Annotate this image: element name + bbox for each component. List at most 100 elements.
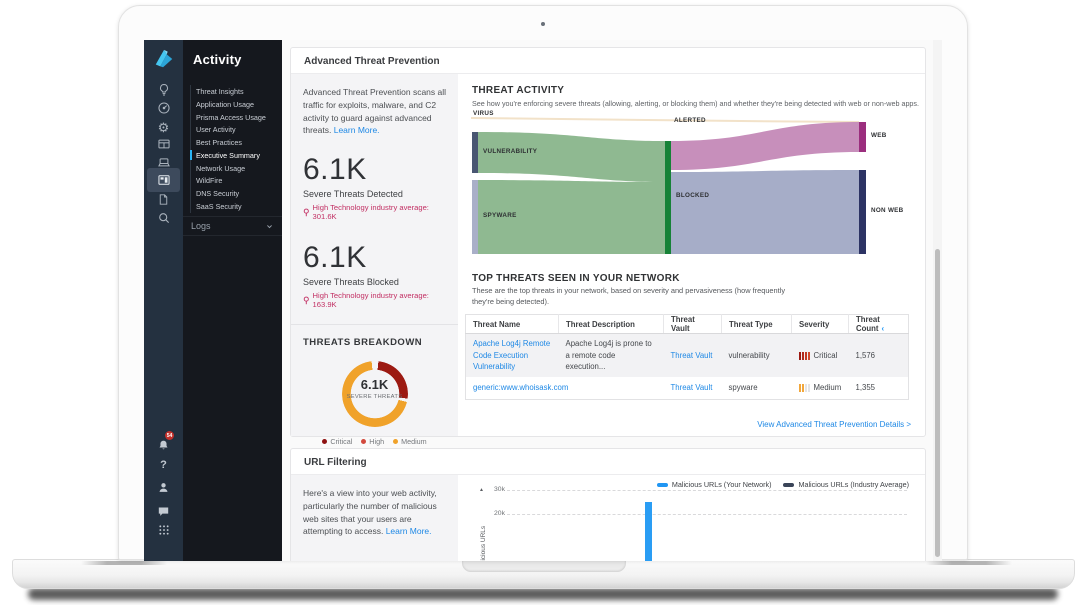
question-mark-icon: ? [160, 459, 167, 471]
sidebar-item-best-practices[interactable]: Best Practices [196, 138, 242, 147]
monitor-nav-button[interactable] [144, 99, 183, 117]
threat-activity-subtitle: See how you're enforcing severe threats … [472, 99, 920, 108]
sankey-flow-spyware-blocked [478, 180, 665, 254]
threats-detected-label: Severe Threats Detected [303, 189, 403, 199]
sidebar-item-executive-summary[interactable]: Executive Summary [196, 151, 260, 160]
document-icon [159, 193, 168, 205]
activity-nav-panel: Activity Threat Insights Application Usa… [183, 40, 282, 561]
view-atp-details-link[interactable]: View Advanced Threat Prevention Details … [757, 420, 911, 429]
sidebar-item-user-activity[interactable]: User Activity [196, 125, 236, 134]
col-severity[interactable]: Severity [791, 314, 849, 334]
donut-center-label: SEVERE THREATS [346, 394, 403, 400]
table-row[interactable]: generic:www.whoisask.com Threat Vault sp… [466, 377, 909, 399]
bell-icon [159, 440, 168, 449]
gear-icon: ⚙ [157, 119, 170, 135]
top-threats-subtitle: These are the top threats in your networ… [472, 286, 786, 306]
notifications-button[interactable] [144, 436, 183, 454]
severity-cell: Medium [798, 382, 842, 394]
donut-ring [341, 361, 408, 427]
dashboards-nav-button-selected[interactable] [144, 171, 183, 189]
legend-label: Malicious URLs (Industry Average) [798, 480, 909, 489]
notification-badge: 54 [164, 430, 175, 441]
notification-count: 54 [166, 432, 173, 439]
col-threat-type[interactable]: Threat Type [721, 314, 792, 334]
benchmark-text: High Technology industry average: 163.9K [312, 291, 429, 309]
legend-high: High [361, 437, 384, 446]
table-row[interactable]: Apache Log4j Remote Code Execution Vulne… [465, 333, 909, 378]
learn-more-link[interactable]: Learn More. [385, 526, 432, 537]
chevron-down-icon [267, 224, 272, 228]
logo-icon [155, 49, 172, 68]
insights-nav-button[interactable] [144, 81, 183, 99]
divider [291, 324, 458, 325]
laptop-bezel: ⚙ [118, 5, 968, 561]
threats-blocked-benchmark: High Technology industry average: 163.9K [303, 291, 446, 309]
benchmark-pin-icon [303, 208, 309, 216]
col-threat-vault[interactable]: Threat Vault [663, 314, 722, 334]
sankey-node-vulnerability [472, 132, 478, 173]
legend-medium: Medium [393, 437, 427, 446]
laptop-base [12, 559, 1075, 589]
hinge-shadow-left [81, 561, 167, 565]
search-icon [158, 213, 169, 224]
benchmark-pin-icon [303, 296, 309, 304]
reports-nav-button[interactable] [144, 190, 183, 208]
workflows-nav-button[interactable] [144, 135, 183, 153]
sidebar-item-logs[interactable]: Logs [183, 216, 282, 236]
sort-icon[interactable]: ‹ [881, 324, 885, 333]
legend-label: Medium [401, 437, 427, 446]
url-filtering-card: URL Filtering Here's a view into your we… [290, 448, 926, 561]
severity-medium-icon [798, 383, 810, 392]
devices-nav-button[interactable] [144, 153, 183, 171]
atp-summary-column: Advanced Threat Prevention scans all tra… [291, 74, 458, 446]
sidebar-item-application-usage[interactable]: Application Usage [196, 100, 254, 109]
card-title: URL Filtering [304, 457, 367, 468]
severity-label: Medium [813, 382, 842, 392]
threat-vault-link[interactable]: Threat Vault [670, 350, 713, 360]
sidebar-item-threat-insights[interactable]: Threat Insights [196, 87, 244, 96]
threat-name-link[interactable]: Apache Log4j Remote Code Execution Vulne… [473, 339, 551, 372]
app-switcher-button[interactable] [144, 521, 183, 539]
feedback-button[interactable] [144, 502, 183, 520]
legend-critical: Critical [322, 437, 352, 446]
apps-grid-icon [158, 525, 169, 535]
severity-critical-icon [798, 351, 810, 360]
threats-breakdown-donut: 6.1K SEVERE THREATS [341, 361, 408, 427]
atp-description-text: Advanced Threat Prevention scans all tra… [303, 87, 447, 136]
sidebar-item-saas-security[interactable]: SaaS Security [196, 202, 242, 211]
ytick-30k: 30k [494, 486, 505, 493]
learn-more-link[interactable]: Learn More. [333, 125, 380, 136]
sankey-label-alerted: ALERTED [674, 117, 706, 124]
sankey-label-virus: VIRUS [473, 110, 494, 117]
sidebar-item-network-usage[interactable]: Network Usage [196, 164, 246, 173]
lightbulb-icon [159, 84, 168, 96]
laptop-shadow [28, 588, 1058, 600]
help-button[interactable]: ? [144, 456, 183, 474]
settings-nav-button[interactable]: ⚙ [144, 118, 183, 136]
col-threat-count[interactable]: Threat Count ‹ [848, 314, 909, 334]
dark-pill-icon [783, 482, 795, 487]
col-threat-name[interactable]: Threat Name [465, 314, 559, 334]
user-account-button[interactable] [144, 478, 183, 496]
threat-name-link[interactable]: generic:www.whoisask.com [473, 382, 569, 392]
threat-description-cell [559, 377, 664, 399]
threat-activity-sankey: VIRUS VULNERABILITY SPYWARE ALERTED BLOC… [469, 108, 909, 262]
card-header: URL Filtering [291, 449, 925, 475]
threats-blocked-label: Severe Threats Blocked [303, 277, 399, 287]
top-threats-title: TOP THREATS SEEN IN YOUR NETWORK [472, 273, 680, 284]
sidebar-item-prisma-access-usage[interactable]: Prisma Access Usage [196, 113, 266, 122]
col-threat-description[interactable]: Threat Description [558, 314, 664, 334]
legend-label: Critical [330, 437, 353, 446]
brand-logo[interactable] [144, 46, 183, 72]
rail-selected-tile [147, 168, 180, 192]
user-icon [159, 482, 168, 492]
device-icon [157, 158, 170, 167]
threats-breakdown-title: THREATS BREAKDOWN [303, 337, 423, 348]
search-nav-button[interactable] [144, 209, 183, 227]
sidebar-item-dns-security[interactable]: DNS Security [196, 189, 240, 198]
high-dot-icon [361, 439, 367, 444]
scrollbar-thumb[interactable] [935, 249, 940, 557]
sidebar-item-wildfire[interactable]: WildFire [196, 176, 223, 185]
threat-vault-link[interactable]: Threat Vault [670, 382, 713, 392]
sankey-node-blocked [665, 141, 671, 254]
